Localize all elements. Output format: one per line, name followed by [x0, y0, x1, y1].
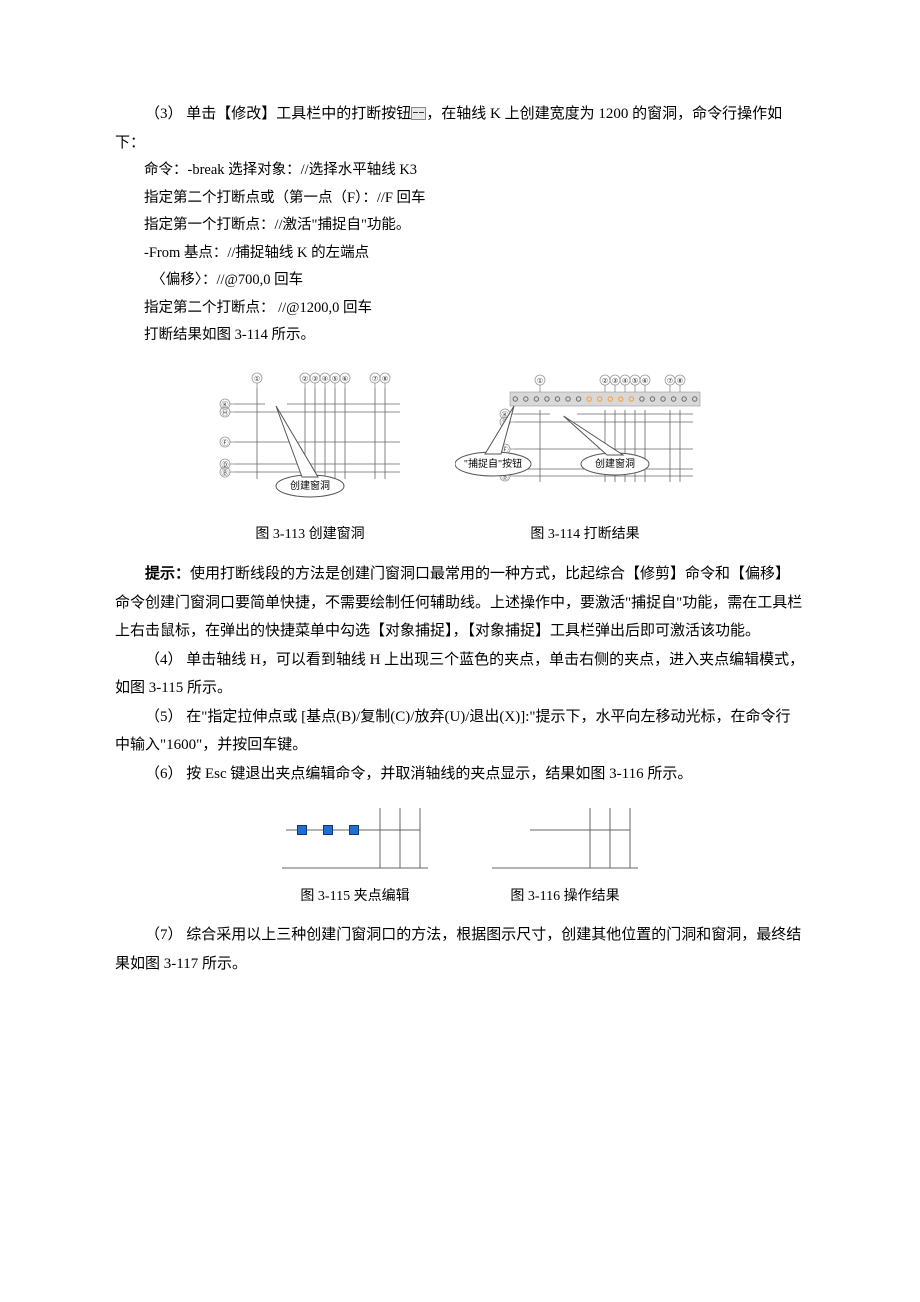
p3-text-a: （3） 单击【修改】工具栏中的打断按钮: [145, 106, 411, 122]
cmd-line-5: 〈偏移〉：//@700,0 回车: [115, 267, 805, 295]
cmd-line-2: 指定第二个打断点或（第一点（F）：//F 回车: [115, 185, 805, 213]
para-step-3: （3） 单击【修改】工具栏中的打断按钮，在轴线 K 上创建宽度为 1200 的窗…: [115, 100, 805, 157]
figure-row-1: ①②③④⑤⑥⑦⑧ⓀⒽⒻⒹⒷ创建窗洞 图 3-113 创建窗洞 ①②③④⑤⑥⑦⑧Ⓚ…: [115, 364, 805, 549]
svg-text:"捕捉自"按钮: "捕捉自"按钮: [464, 457, 522, 470]
fig-114-caption: 图 3-114 打断结果: [530, 522, 639, 549]
svg-text:创建窗洞: 创建窗洞: [595, 457, 635, 470]
tip-paragraph: 提示：使用打断线段的方法是创建门窗洞口最常用的一种方式，比起综合【修剪】命令和【…: [115, 560, 805, 646]
para-step-6: （6） 按 Esc 键退出夹点编辑命令，并取消轴线的夹点显示，结果如图 3-11…: [115, 760, 805, 789]
para-step-4: （4） 单击轴线 H，可以看到轴线 H 上出现三个蓝色的夹点，单击右侧的夹点，进…: [115, 646, 805, 703]
cmd-line-3: 指定第一个打断点：//激活"捕捉自"功能。: [115, 212, 805, 240]
fig-113-svg: ①②③④⑤⑥⑦⑧ⓀⒽⒻⒹⒷ创建窗洞: [205, 364, 415, 514]
svg-text:⑤: ⑤: [332, 375, 338, 383]
fig-116-caption: 图 3-116 操作结果: [510, 884, 619, 911]
svg-text:Ⓑ: Ⓑ: [222, 469, 229, 477]
svg-text:⑥: ⑥: [342, 375, 348, 383]
svg-text:⑧: ⑧: [382, 375, 388, 383]
cmd-line-6: 指定第二个打断点： //@1200,0 回车: [115, 295, 805, 323]
svg-text:Ⓗ: Ⓗ: [222, 409, 229, 417]
svg-text:⑦: ⑦: [372, 375, 378, 383]
cmd-line-4: -From 基点：//捕捉轴线 K 的左端点: [115, 240, 805, 268]
svg-text:④: ④: [622, 377, 628, 385]
figure-3-116: 图 3-116 操作结果: [480, 802, 650, 911]
para-step-5: （5） 在"指定拉伸点或 [基点(B)/复制(C)/放弃(U)/退出(X)]:"…: [115, 703, 805, 760]
fig-114-svg: ①②③④⑤⑥⑦⑧ⓀⒽⒻⒹⒷ"捕捉自"按钮创建窗洞: [455, 364, 715, 514]
figure-3-114: ①②③④⑤⑥⑦⑧ⓀⒽⒻⒹⒷ"捕捉自"按钮创建窗洞 图 3-114 打断结果: [455, 364, 715, 549]
svg-text:⑥: ⑥: [642, 377, 648, 385]
svg-text:⑦: ⑦: [667, 377, 673, 385]
svg-text:④: ④: [322, 375, 328, 383]
svg-text:③: ③: [312, 375, 318, 383]
svg-text:②: ②: [302, 375, 308, 383]
svg-text:①: ①: [254, 375, 260, 383]
svg-text:①: ①: [537, 377, 543, 385]
svg-text:创建窗洞: 创建窗洞: [290, 479, 330, 492]
svg-text:⑧: ⑧: [677, 377, 683, 385]
break-button-icon: [411, 107, 426, 120]
fig-115-caption: 图 3-115 夹点编辑: [300, 884, 409, 911]
fig-115-svg: [270, 802, 440, 876]
figure-row-2: 图 3-115 夹点编辑 图 3-116 操作结果: [115, 802, 805, 911]
svg-text:③: ③: [612, 377, 618, 385]
figure-3-113: ①②③④⑤⑥⑦⑧ⓀⒽⒻⒹⒷ创建窗洞 图 3-113 创建窗洞: [205, 364, 415, 549]
svg-text:②: ②: [602, 377, 608, 385]
fig-116-svg: [480, 802, 650, 876]
cmd-line-1: 命令：-break 选择对象：//选择水平轴线 K3: [115, 157, 805, 185]
cmd-line-7: 打断结果如图 3-114 所示。: [115, 322, 805, 350]
tip-body: 使用打断线段的方法是创建门窗洞口最常用的一种方式，比起综合【修剪】命令和【偏移】…: [115, 566, 802, 639]
tip-label: 提示：: [145, 566, 190, 582]
svg-text:⑤: ⑤: [632, 377, 638, 385]
para-step-7: （7） 综合采用以上三种创建门窗洞口的方法，根据图示尺寸，创建其他位置的门洞和窗…: [115, 921, 805, 978]
fig-113-caption: 图 3-113 创建窗洞: [255, 522, 364, 549]
figure-3-115: 图 3-115 夹点编辑: [270, 802, 440, 911]
svg-text:Ⓕ: Ⓕ: [222, 439, 229, 447]
